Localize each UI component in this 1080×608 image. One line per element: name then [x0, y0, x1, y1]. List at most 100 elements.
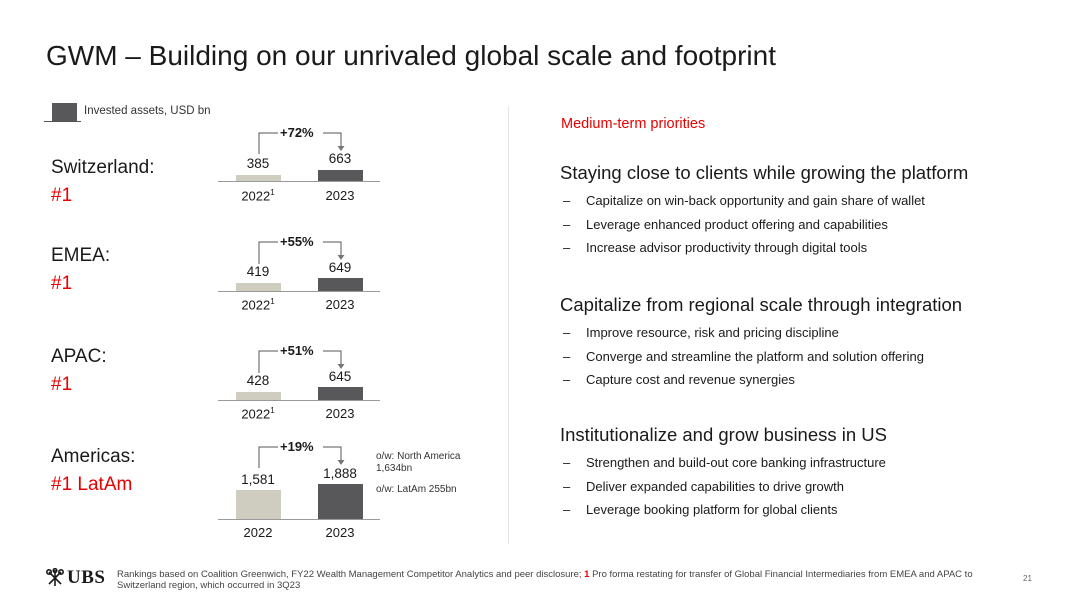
growth-label: +55%	[280, 234, 314, 249]
bullet-item: – Leverage enhanced product offering and …	[560, 216, 1030, 240]
bullet-text: Converge and streamline the platform and…	[586, 348, 924, 364]
page-title: GWM – Building on our unrivaled global s…	[46, 40, 776, 71]
chart-baseline	[218, 400, 380, 401]
bullet-text: Capture cost and revenue synergies	[586, 372, 795, 387]
bullet-item: – Capitalize on win-back opportunity and …	[560, 192, 1030, 216]
footnote-marker: 1	[270, 188, 275, 197]
bar-2023	[318, 278, 363, 291]
value-2023: 645	[328, 369, 352, 384]
year-2022: 2022	[241, 297, 271, 313]
bullet-item: – Deliver expanded capabilities to drive …	[560, 478, 1030, 502]
value-2022: 1,581	[241, 472, 275, 487]
legend-underline	[44, 121, 81, 122]
value-2022: 419	[246, 264, 270, 279]
year-2022: 2022	[243, 525, 273, 540]
growth-arrow-icon	[258, 446, 345, 468]
ubs-logo: UBS	[45, 567, 105, 589]
keys-icon	[45, 568, 65, 586]
bullet-text: Improve resource, risk and pricing disci…	[586, 325, 839, 340]
year-2022-label: 20221	[223, 406, 293, 421]
chart-baseline	[218, 519, 380, 520]
bar-2022	[236, 490, 281, 519]
region-rank-emea: #1	[51, 273, 73, 294]
dash-icon: –	[563, 348, 571, 364]
priorities-heading: Medium-term priorities	[561, 116, 706, 132]
bullet-text: Deliver expanded capabilities to drive g…	[586, 478, 844, 494]
bar-2022	[236, 283, 281, 291]
priority-section-regional: Capitalize from regional scale through i…	[560, 294, 1030, 395]
year-2023: 2023	[325, 188, 355, 203]
dash-icon: –	[563, 478, 571, 494]
year-2022-label: 20221	[223, 188, 293, 203]
north-america-note-line1: o/w: North America	[376, 451, 461, 462]
growth-arrow-icon	[258, 350, 345, 373]
legend-label: Invested assets, USD bn	[84, 105, 211, 117]
year-2022: 2022	[241, 406, 271, 422]
dash-icon: –	[563, 193, 571, 208]
footnote-marker: 1	[270, 297, 275, 306]
bar-2022	[236, 392, 281, 400]
footnote: Rankings based on Coalition Greenwich, F…	[117, 569, 1017, 591]
value-2023: 663	[328, 151, 352, 166]
chart-switzerland: +72% 385 663 20221 2023	[218, 120, 380, 210]
bullet-item: – Capture cost and revenue synergies	[560, 371, 1030, 395]
bar-2023	[318, 387, 363, 400]
dash-icon: –	[563, 216, 571, 232]
year-2023: 2023	[325, 406, 355, 421]
dash-icon: –	[563, 240, 571, 255]
north-america-note-line2: 1,634bn	[376, 463, 413, 474]
bar-2022	[236, 175, 281, 181]
section-title: Institutionalize and grow business in US	[560, 424, 888, 445]
bullet-item: – Increase advisor productivity through d…	[560, 239, 1030, 263]
footnote-text-1: Rankings based on Coalition Greenwich, F…	[117, 569, 585, 580]
value-2023: 649	[328, 260, 352, 275]
column-divider	[508, 106, 509, 544]
year-2023: 2023	[325, 297, 355, 312]
region-name-apac: APAC:	[51, 346, 107, 367]
chart-apac: +51% 428 645 20221 2023	[218, 339, 380, 429]
dash-icon: –	[563, 325, 571, 340]
growth-arrow-icon	[258, 132, 345, 154]
page-number: 21	[1023, 574, 1032, 583]
legend-swatch	[52, 103, 77, 121]
bullet-text: Leverage booking platform for global cli…	[586, 502, 838, 517]
value-2022: 385	[246, 156, 270, 171]
growth-label: +19%	[280, 439, 314, 454]
footnote-marker: 1	[270, 406, 275, 415]
bar-2023	[318, 170, 363, 181]
footnote-text-2: Pro forma restating for transfer of Glob…	[117, 569, 973, 591]
latam-note: o/w: LatAm 255bn	[376, 484, 457, 495]
chart-americas: +19% 1,581 1,888 2022 2023	[218, 434, 380, 546]
bullet-text: Leverage enhanced product offering and c…	[586, 216, 888, 232]
year-2022-label: 20221	[223, 297, 293, 312]
bullet-item: – Strengthen and build-out core banking i…	[560, 454, 1030, 478]
growth-label: +51%	[280, 343, 314, 358]
region-name-emea: EMEA:	[51, 245, 111, 266]
chart-baseline	[218, 181, 380, 182]
year-2023: 2023	[325, 525, 355, 540]
footnote-marker: 1	[584, 569, 590, 580]
growth-arrow-icon	[258, 241, 345, 264]
dash-icon: –	[563, 502, 571, 517]
growth-label: +72%	[280, 125, 314, 140]
priority-section-clients: Staying close to clients while growing t…	[560, 162, 1030, 263]
dash-icon: –	[563, 372, 571, 387]
dash-icon: –	[563, 455, 571, 470]
bullet-item: – Leverage booking platform for global cl…	[560, 501, 1030, 525]
region-name-americas: Americas:	[51, 446, 136, 467]
priority-section-us: Institutionalize and grow business in US…	[560, 424, 1030, 525]
logo-text: UBS	[67, 567, 106, 588]
value-2022: 428	[246, 373, 270, 388]
chart-baseline	[218, 291, 380, 292]
region-rank-americas: #1 LatAm	[51, 474, 133, 495]
value-2023: 1,888	[323, 466, 357, 481]
region-rank-apac: #1	[51, 374, 73, 395]
bullet-item: – Converge and streamline the platform an…	[560, 348, 1030, 372]
bullet-item: – Improve resource, risk and pricing disc…	[560, 324, 1030, 348]
bar-2023	[318, 484, 363, 519]
chart-emea: +55% 419 649 20221 2023	[218, 230, 380, 320]
year-2022: 2022	[241, 188, 271, 204]
section-title: Staying close to clients while growing t…	[560, 162, 969, 183]
section-title: Capitalize from regional scale through i…	[560, 294, 963, 315]
bullet-text: Strengthen and build-out core banking in…	[586, 455, 886, 470]
